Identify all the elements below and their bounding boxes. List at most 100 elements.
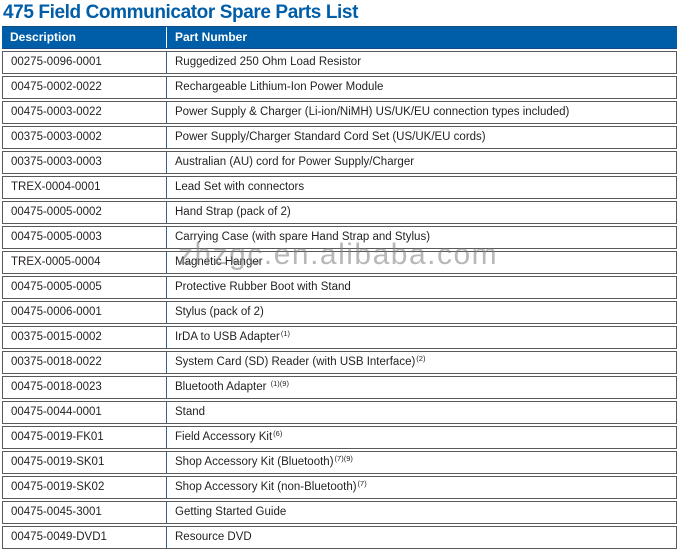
- part-number-cell: 00475-0003-0022: [3, 102, 167, 123]
- part-number-cell: 00475-0002-0022: [3, 77, 167, 98]
- part-number-text: 00475-0044-0001: [11, 406, 102, 418]
- description-cell: IrDA to USB Adapter(1): [167, 327, 676, 348]
- part-number-cell: TREX-0005-0004: [3, 252, 167, 273]
- footnote-superscript: (1)(9): [270, 379, 289, 388]
- description-cell: Protective Rubber Boot with Stand: [167, 277, 676, 298]
- description-text: Getting Started Guide: [175, 506, 287, 518]
- part-number-cell: 00475-0005-0002: [3, 202, 167, 223]
- part-number-text: TREX-0004-0001: [11, 181, 101, 193]
- part-number-cell: 00475-0019-SK02: [3, 477, 167, 498]
- description-text: Bluetooth Adapter: [175, 381, 270, 393]
- part-number-text: 00475-0005-0005: [11, 281, 102, 293]
- table-row: 00475-0019-SK02 Shop Accessory Kit (non-…: [2, 476, 677, 499]
- description-text: Australian (AU) cord for Power Supply/Ch…: [175, 156, 415, 168]
- part-number-text: 00275-0096-0001: [11, 56, 102, 68]
- description-cell: Rechargeable Lithium-Ion Power Module: [167, 77, 676, 98]
- part-number-text: 00475-0003-0022: [11, 106, 102, 118]
- description-text: Ruggedized 250 Ohm Load Resistor: [175, 56, 362, 68]
- description-cell: Ruggedized 250 Ohm Load Resistor: [167, 52, 676, 73]
- table-row: 00475-0045-3001 Getting Started Guide: [2, 501, 677, 524]
- part-number-cell: 00375-0018-0022: [3, 352, 167, 373]
- table-row: 00475-0003-0022 Power Supply & Charger (…: [2, 101, 677, 124]
- part-number-text: 00475-0005-0002: [11, 206, 102, 218]
- description-cell: Power Supply & Charger (Li-ion/NiMH) US/…: [167, 102, 676, 123]
- table-row: 00475-0005-0002 Hand Strap (pack of 2): [2, 201, 677, 224]
- part-number-text: 00375-0003-0002: [11, 131, 102, 143]
- description-text: Rechargeable Lithium-Ion Power Module: [175, 81, 384, 93]
- description-cell: Shop Accessory Kit (Bluetooth)(7)(9): [167, 452, 676, 473]
- description-cell: Carrying Case (with spare Hand Strap and…: [167, 227, 676, 248]
- table-row: 00475-0006-0001 Stylus (pack of 2): [2, 301, 677, 324]
- part-number-cell: 00475-0005-0005: [3, 277, 167, 298]
- footnote-superscript: (2): [416, 354, 426, 363]
- part-number-text: 00475-0019-SK02: [11, 481, 105, 493]
- description-text: Power Supply/Charger Standard Cord Set (…: [175, 131, 486, 143]
- part-number-text: 00475-0019-FK01: [11, 431, 104, 443]
- part-number-cell: 00475-0019-FK01: [3, 427, 167, 448]
- description-text: Protective Rubber Boot with Stand: [175, 281, 351, 293]
- description-text: Resource DVD: [175, 531, 252, 543]
- table-row: 00475-0002-0022 Rechargeable Lithium-Ion…: [2, 76, 677, 99]
- part-number-cell: 00475-0018-0023: [3, 377, 167, 398]
- part-number-text: 00375-0018-0022: [11, 356, 102, 368]
- part-number-text: 00475-0006-0001: [11, 306, 102, 318]
- description-text: Hand Strap (pack of 2): [175, 206, 291, 218]
- description-cell: Resource DVD: [167, 527, 676, 548]
- part-number-cell: TREX-0004-0001: [3, 177, 167, 198]
- description-text: Power Supply & Charger (Li-ion/NiMH) US/…: [175, 106, 570, 118]
- description-cell: Magnetic Hanger: [167, 252, 676, 273]
- parts-table: Description Part Number 00275-0096-0001 …: [2, 26, 677, 549]
- footnote-superscript: (7): [357, 479, 367, 488]
- part-number-text: 00475-0045-3001: [11, 506, 102, 518]
- description-text: IrDA to USB Adapter: [175, 331, 280, 343]
- description-text: Field Accessory Kit: [175, 431, 273, 443]
- footnote-superscript: (6): [273, 429, 283, 438]
- part-number-text: 00475-0018-0023: [11, 381, 102, 393]
- description-text: Shop Accessory Kit (Bluetooth): [175, 456, 334, 468]
- description-text: Magnetic Hanger: [175, 256, 263, 268]
- table-row: 00475-0049-DVD1 Resource DVD: [2, 526, 677, 549]
- column-header-description: Description: [2, 27, 167, 48]
- description-text: Shop Accessory Kit (non-Bluetooth): [175, 481, 357, 493]
- footnote-superscript: (1): [280, 329, 291, 338]
- table-row: 00475-0019-FK01 Field Accessory Kit(6): [2, 426, 677, 449]
- description-cell: Bluetooth Adapter (1)(9): [167, 377, 676, 398]
- part-number-cell: 00475-0005-0003: [3, 227, 167, 248]
- column-header-part-number: Part Number: [175, 30, 248, 44]
- description-cell: System Card (SD) Reader (with USB Interf…: [167, 352, 676, 373]
- table-row: 00475-0005-0003 Carrying Case (with spar…: [2, 226, 677, 249]
- part-number-cell: 00475-0006-0001: [3, 302, 167, 323]
- description-text: Carrying Case (with spare Hand Strap and…: [175, 231, 431, 243]
- part-number-cell: 00475-0019-SK01: [3, 452, 167, 473]
- table-body: 00275-0096-0001 Ruggedized 250 Ohm Load …: [2, 51, 677, 549]
- table-row: 00475-0044-0001 Stand: [2, 401, 677, 424]
- description-cell: Hand Strap (pack of 2): [167, 202, 676, 223]
- description-text: Stand: [175, 406, 206, 418]
- part-number-cell: 00475-0044-0001: [3, 402, 167, 423]
- part-number-text: 00475-0002-0022: [11, 81, 102, 93]
- page-title: 475 Field Communicator Spare Parts List: [3, 2, 359, 23]
- part-number-text: 00375-0003-0003: [11, 156, 102, 168]
- table-row: TREX-0005-0004 Magnetic Hanger: [2, 251, 677, 274]
- table-row: 00375-0003-0003 Australian (AU) cord for…: [2, 151, 677, 174]
- table-row: TREX-0004-0001 Lead Set with connectors: [2, 176, 677, 199]
- description-cell: Field Accessory Kit(6): [167, 427, 676, 448]
- table-row: 00475-0019-SK01 Shop Accessory Kit (Blue…: [2, 451, 677, 474]
- description-cell: Shop Accessory Kit (non-Bluetooth)(7): [167, 477, 676, 498]
- part-number-cell: 00275-0096-0001: [3, 52, 167, 73]
- description-cell: Australian (AU) cord for Power Supply/Ch…: [167, 152, 676, 173]
- table-row: 00275-0096-0001 Ruggedized 250 Ohm Load …: [2, 51, 677, 74]
- part-number-cell: 00375-0003-0002: [3, 127, 167, 148]
- part-number-text: 00475-0019-SK01: [11, 456, 105, 468]
- part-number-cell: 00475-0045-3001: [3, 502, 167, 523]
- table-row: 00475-0018-0023 Bluetooth Adapter (1)(9): [2, 376, 677, 399]
- description-cell: Stand: [167, 402, 676, 423]
- description-cell: Lead Set with connectors: [167, 177, 676, 198]
- part-number-cell: 00375-0003-0003: [3, 152, 167, 173]
- table-row: 00475-0005-0005 Protective Rubber Boot w…: [2, 276, 677, 299]
- description-cell: Getting Started Guide: [167, 502, 676, 523]
- description-text: Lead Set with connectors: [175, 181, 305, 193]
- part-number-text: 00475-0049-DVD1: [11, 531, 107, 543]
- description-text: System Card (SD) Reader (with USB Interf…: [175, 356, 416, 368]
